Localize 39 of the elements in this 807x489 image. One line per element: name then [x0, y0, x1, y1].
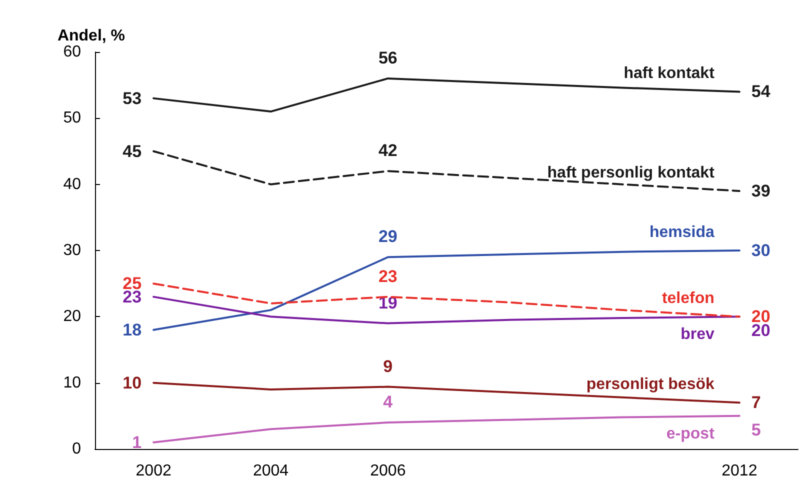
x-tick-label: 2006: [370, 462, 406, 480]
x-tick-label: 2002: [136, 462, 172, 480]
x-tick-label: 2004: [252, 462, 289, 480]
y-tick-label: 40: [63, 176, 82, 193]
series-label: hemsida: [649, 224, 715, 241]
data-label: 23: [378, 266, 398, 286]
data-label: 30: [751, 241, 770, 260]
line-series: [152, 414, 740, 444]
y-tick-label: 30: [63, 242, 82, 259]
y-tick-label: 50: [63, 110, 82, 127]
data-label: 18: [122, 320, 142, 340]
y-tick-label: 60: [63, 44, 82, 60]
x-tick-label: 2012: [722, 462, 758, 480]
data-label: 45: [122, 142, 142, 161]
data-label: 56: [378, 48, 398, 68]
series-label: telefon: [662, 290, 714, 308]
series-label: haft personlig kontakt: [547, 164, 716, 182]
data-label: 39: [751, 181, 770, 200]
series-label: personligt besök: [586, 376, 715, 394]
y-tick-label: 0: [72, 440, 82, 458]
data-label: 9: [383, 356, 393, 376]
data-label: 42: [378, 141, 398, 160]
data-label: 29: [378, 227, 398, 246]
data-label: 20: [751, 321, 770, 340]
line-series: [152, 77, 740, 113]
y-axis-title: Andel, %: [57, 28, 125, 45]
data-label: 53: [122, 88, 142, 108]
data-label: 54: [751, 82, 771, 102]
data-label: 5: [751, 420, 761, 440]
data-label: 1: [132, 432, 142, 452]
series-label: brev: [680, 326, 715, 344]
series-label: haft kontakt: [624, 65, 716, 82]
data-label: 4: [383, 392, 394, 412]
y-tick-label: 20: [63, 308, 82, 326]
y-tick-label: 10: [63, 374, 82, 392]
data-label: 7: [751, 393, 761, 412]
data-label: 10: [122, 373, 142, 392]
series-label: e-post: [666, 425, 716, 442]
line-series: [152, 282, 740, 318]
